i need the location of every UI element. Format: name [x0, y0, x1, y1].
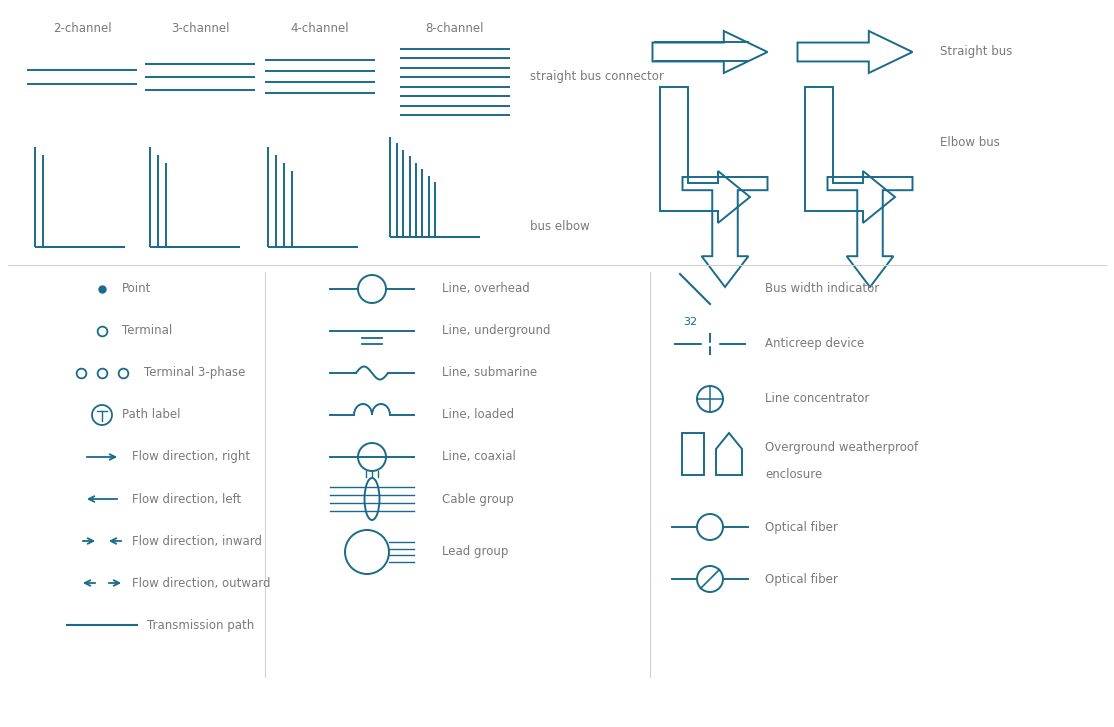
Text: Flow direction, inward: Flow direction, inward	[131, 534, 262, 547]
Text: Path label: Path label	[123, 409, 180, 422]
Text: straight bus connector: straight bus connector	[530, 71, 664, 84]
Text: Flow direction, outward: Flow direction, outward	[131, 577, 271, 590]
Text: 8-channel: 8-channel	[426, 22, 485, 35]
Text: Flow direction, left: Flow direction, left	[131, 492, 242, 505]
Text: 2-channel: 2-channel	[52, 22, 111, 35]
Bar	[682, 433, 704, 475]
Text: Line, loaded: Line, loaded	[442, 409, 515, 422]
Text: Optical fiber: Optical fiber	[765, 572, 838, 585]
Text: Flow direction, right: Flow direction, right	[131, 451, 251, 464]
Text: Elbow bus: Elbow bus	[940, 135, 1000, 148]
Text: Lead group: Lead group	[442, 545, 508, 558]
Text: 3-channel: 3-channel	[170, 22, 229, 35]
Text: Line, underground: Line, underground	[442, 324, 550, 337]
Text: Straight bus: Straight bus	[940, 46, 1013, 58]
Text: Terminal 3-phase: Terminal 3-phase	[144, 366, 245, 379]
Text: Overground weatherproof: Overground weatherproof	[765, 441, 918, 454]
Text: Line concentrator: Line concentrator	[765, 393, 869, 406]
Text: Transmission path: Transmission path	[147, 619, 254, 632]
Text: Line, overhead: Line, overhead	[442, 283, 530, 295]
Text: Line, submarine: Line, submarine	[442, 366, 537, 379]
Text: Point: Point	[123, 283, 152, 295]
Text: Cable group: Cable group	[442, 492, 514, 505]
Text: 32: 32	[683, 317, 697, 327]
Text: Optical fiber: Optical fiber	[765, 521, 838, 534]
Text: Bus width indicator: Bus width indicator	[765, 283, 879, 295]
Text: enclosure: enclosure	[765, 467, 822, 481]
Text: Terminal: Terminal	[123, 324, 173, 337]
Text: 4-channel: 4-channel	[291, 22, 350, 35]
Text: bus elbow: bus elbow	[530, 220, 589, 233]
Text: Line, coaxial: Line, coaxial	[442, 451, 516, 464]
Text: Anticreep device: Anticreep device	[765, 337, 864, 350]
